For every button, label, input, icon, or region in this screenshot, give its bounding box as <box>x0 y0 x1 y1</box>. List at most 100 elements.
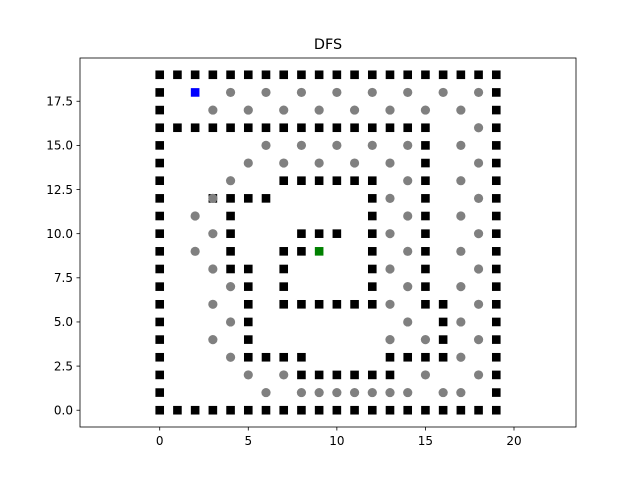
point-s1-21 <box>403 140 413 150</box>
point-s1-7 <box>473 87 484 98</box>
point-s0-42 <box>155 352 165 362</box>
point-s1-1 <box>261 87 271 98</box>
point-s1-67 <box>296 387 307 398</box>
point-s0-119 <box>367 282 377 291</box>
point-s0-3 <box>208 70 218 80</box>
point-s0-14 <box>403 70 413 80</box>
point-s1-38 <box>208 229 218 239</box>
point-s1-46 <box>473 264 484 274</box>
point-s0-116 <box>367 229 377 238</box>
y-tick-label: 2.5 <box>54 359 73 373</box>
point-s1-35 <box>190 211 200 221</box>
point-s1-61 <box>456 352 466 362</box>
y-tick-label: 5.0 <box>54 315 73 329</box>
y-tick-label: 7.5 <box>54 271 73 285</box>
point-s0-15 <box>421 70 430 80</box>
point-s0-40 <box>155 388 165 397</box>
point-s0-49 <box>155 229 165 238</box>
point-s0-7 <box>279 70 289 80</box>
point-s0-29 <box>314 405 324 415</box>
point-s0-93 <box>421 176 430 186</box>
point-s0-19 <box>491 70 501 80</box>
point-s0-21 <box>173 405 182 415</box>
x-tick-label: 0 <box>156 434 164 448</box>
point-s1-14 <box>420 105 431 115</box>
point-s0-26 <box>261 405 271 415</box>
point-s0-61 <box>491 335 501 344</box>
y-tick-label: 0.0 <box>54 404 73 418</box>
point-s1-3 <box>332 87 342 98</box>
point-s0-154 <box>350 299 359 309</box>
point-s0-97 <box>421 247 430 256</box>
point-s0-122 <box>243 194 253 203</box>
point-s1-57 <box>385 335 395 345</box>
point-s0-130 <box>243 299 253 309</box>
point-s0-69 <box>491 194 501 203</box>
point-s1-6 <box>438 87 448 98</box>
point-s0-153 <box>332 299 342 309</box>
point-s1-28 <box>473 158 484 168</box>
point-s0-10 <box>332 70 342 80</box>
point-s1-17 <box>261 140 271 150</box>
point-s0-82 <box>279 123 289 133</box>
point-s3-0 <box>314 247 324 256</box>
point-s0-155 <box>367 299 377 309</box>
point-s0-96 <box>421 229 430 238</box>
point-s0-149 <box>279 282 289 291</box>
point-s0-123 <box>261 194 271 203</box>
point-s0-144 <box>314 229 324 238</box>
point-s1-60 <box>225 352 236 362</box>
point-s0-117 <box>367 247 377 256</box>
point-s0-106 <box>403 352 413 362</box>
point-s0-127 <box>226 264 235 274</box>
point-s0-148 <box>279 264 289 274</box>
point-s1-59 <box>473 335 484 345</box>
point-s0-136 <box>297 352 306 362</box>
point-s1-10 <box>279 105 289 115</box>
point-s0-0 <box>155 70 165 80</box>
point-s0-23 <box>208 405 218 415</box>
point-s1-4 <box>367 87 377 98</box>
x-tick-label: 20 <box>506 434 521 448</box>
point-s0-38 <box>474 405 483 415</box>
point-s0-18 <box>474 70 483 80</box>
point-s0-105 <box>421 352 430 362</box>
point-s0-22 <box>190 405 200 415</box>
y-tick-label: 15.0 <box>46 139 73 153</box>
point-s0-56 <box>155 105 165 115</box>
point-s0-90 <box>421 123 430 133</box>
point-s0-44 <box>155 317 165 327</box>
y-tick-label: 10.0 <box>46 227 73 241</box>
point-s0-108 <box>279 176 289 186</box>
axes-frame <box>79 57 577 428</box>
point-s1-62 <box>243 370 253 380</box>
point-s0-141 <box>367 370 377 380</box>
point-s1-56 <box>208 335 218 345</box>
x-tick-label: 15 <box>418 434 433 448</box>
point-s1-53 <box>225 317 236 327</box>
chart-marks <box>155 70 501 415</box>
point-s0-6 <box>261 70 271 80</box>
point-s0-86 <box>350 123 359 133</box>
point-s1-66 <box>261 387 271 398</box>
point-s1-69 <box>332 387 342 398</box>
point-s0-45 <box>155 299 165 309</box>
x-tick-label: 10 <box>329 434 344 448</box>
point-s1-31 <box>456 176 466 186</box>
point-s1-65 <box>473 370 484 380</box>
point-s0-140 <box>350 370 359 380</box>
point-s1-22 <box>456 140 466 150</box>
point-s0-109 <box>297 176 306 186</box>
point-s0-35 <box>421 405 430 415</box>
point-s0-94 <box>421 194 430 203</box>
point-s0-72 <box>491 141 501 150</box>
point-s1-8 <box>208 105 218 115</box>
point-s0-62 <box>491 317 501 327</box>
point-s1-55 <box>456 317 466 327</box>
point-s0-88 <box>385 123 395 133</box>
point-s1-45 <box>385 264 395 274</box>
point-s0-9 <box>314 70 324 80</box>
point-s0-36 <box>438 405 448 415</box>
point-s0-59 <box>491 370 501 380</box>
point-s1-11 <box>314 105 324 115</box>
